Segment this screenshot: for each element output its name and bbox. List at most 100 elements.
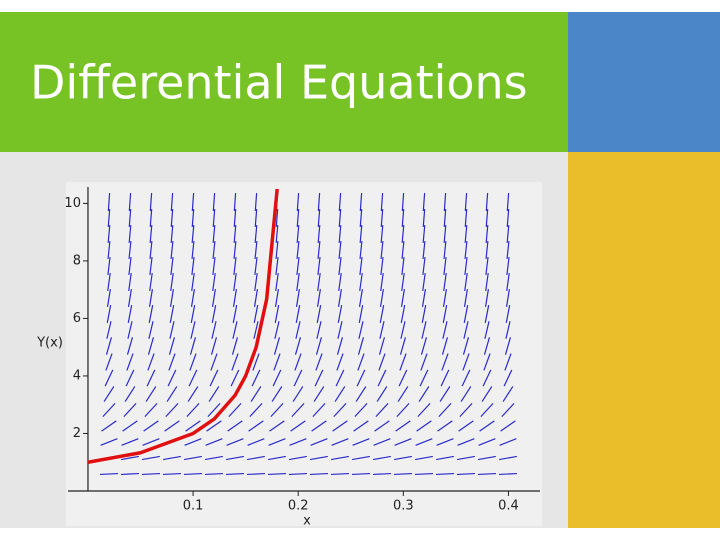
direction-arrow [357, 353, 365, 371]
y-tick-label: 4 [73, 368, 81, 383]
direction-arrow [191, 192, 195, 212]
direction-arrow [315, 337, 323, 355]
direction-arrow [289, 438, 307, 446]
direction-arrow [163, 455, 181, 461]
direction-arrow [212, 256, 216, 276]
direction-arrow [106, 321, 112, 339]
direction-arrow [477, 472, 496, 476]
direction-arrow [358, 321, 364, 339]
direction-arrow [124, 386, 136, 402]
direction-arrow [105, 353, 113, 371]
direction-arrow [478, 438, 496, 446]
direction-arrow [506, 240, 510, 260]
direction-arrow [379, 289, 385, 307]
direction-arrow [188, 369, 198, 387]
direction-arrow [397, 386, 409, 402]
direction-arrow [162, 472, 181, 476]
direction-arrow [127, 321, 133, 339]
slide-title: Differential Equations [30, 56, 528, 110]
direction-arrow [440, 369, 450, 387]
direction-arrow [333, 402, 347, 418]
direction-arrow [268, 455, 286, 461]
direction-arrow [485, 192, 489, 212]
direction-arrow [462, 353, 470, 371]
direction-arrow [169, 305, 175, 323]
direction-arrow [464, 208, 468, 228]
direction-arrow [254, 208, 258, 228]
direction-arrow [332, 420, 348, 432]
direction-arrow [479, 420, 495, 432]
direction-arrow [464, 224, 468, 244]
direction-arrow [288, 472, 307, 476]
direction-arrow [99, 472, 118, 476]
direction-arrow [104, 369, 114, 387]
direction-arrow [170, 224, 174, 244]
direction-arrow [267, 472, 286, 476]
direction-arrow [380, 256, 384, 276]
direction-arrow [422, 224, 426, 244]
direction-arrow [191, 273, 195, 291]
direction-arrow [107, 192, 111, 212]
direction-arrow [356, 369, 366, 387]
direction-arrow [251, 369, 261, 387]
direction-arrow [169, 289, 175, 307]
plot-area [66, 182, 542, 526]
direction-arrow [380, 192, 384, 212]
direction-arrow [211, 305, 217, 323]
direction-arrow [505, 321, 511, 339]
direction-arrow [149, 273, 153, 291]
direction-arrow [358, 305, 364, 323]
direction-arrow [359, 224, 363, 244]
y-tick-label: 10 [64, 196, 81, 211]
direction-arrow [190, 289, 196, 307]
direction-arrow [274, 321, 280, 339]
solution-curve [87, 188, 279, 464]
direction-arrow [295, 321, 301, 339]
direction-arrow [128, 240, 132, 260]
direction-arrow [170, 256, 174, 276]
direction-arrow [355, 386, 367, 402]
direction-arrow [506, 224, 510, 244]
direction-arrow [268, 438, 286, 446]
direction-arrow [233, 273, 237, 291]
direction-arrow [317, 224, 321, 244]
accent-yellow [568, 152, 720, 528]
direction-arrow [149, 224, 153, 244]
direction-arrow [443, 192, 447, 212]
direction-arrow [121, 438, 139, 446]
direction-arrow [165, 402, 179, 418]
direction-arrow [275, 208, 279, 228]
direction-arrow [190, 321, 196, 339]
direction-arrow [212, 240, 216, 260]
direction-arrow [212, 224, 216, 244]
direction-arrow [419, 369, 429, 387]
direction-arrow [415, 438, 433, 446]
direction-arrow [126, 353, 134, 371]
direction-arrow [106, 289, 112, 307]
direction-arrow [331, 438, 349, 446]
direction-arrow [143, 420, 159, 432]
direction-arrow [187, 386, 199, 402]
direction-arrow [247, 438, 265, 446]
direction-arrow [337, 305, 343, 323]
direction-arrow [435, 472, 454, 476]
direction-arrow [443, 224, 447, 244]
direction-arrow [120, 472, 139, 476]
direction-arrow [310, 438, 328, 446]
direction-arrow [458, 420, 474, 432]
direction-arrow [310, 455, 328, 461]
direction-arrow [357, 337, 365, 355]
direction-arrow [191, 224, 195, 244]
direction-arrow [443, 273, 447, 291]
x-tick-label: 0.1 [183, 499, 204, 514]
direction-arrow [107, 273, 111, 291]
direction-arrow [127, 305, 133, 323]
direction-arrow [309, 472, 328, 476]
direction-arrow [226, 438, 244, 446]
direction-arrow [354, 402, 368, 418]
direction-arrow [502, 386, 514, 402]
direction-arrow [359, 273, 363, 291]
direction-arrow [376, 386, 388, 402]
direction-arrow [337, 289, 343, 307]
direction-arrow [422, 240, 426, 260]
